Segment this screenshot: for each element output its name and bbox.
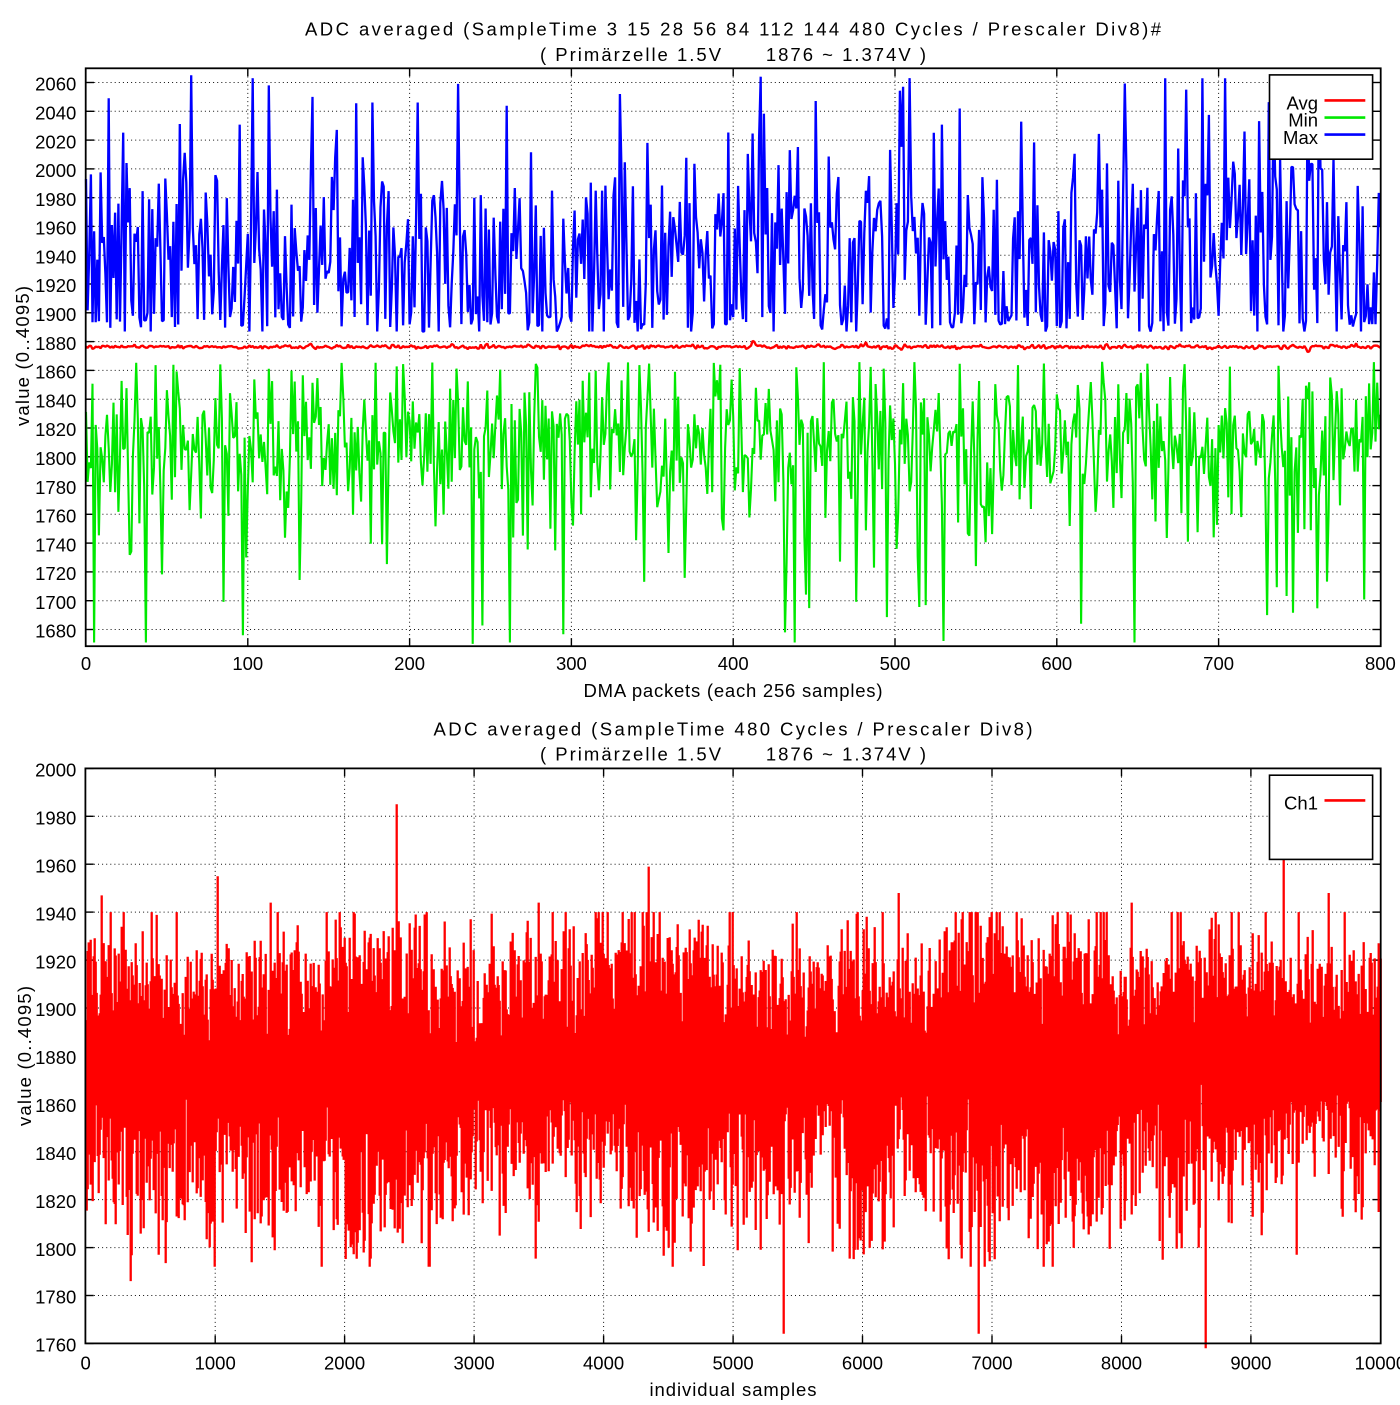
svg-text:1960: 1960 — [35, 218, 76, 239]
svg-text:300: 300 — [556, 653, 587, 674]
svg-text:600: 600 — [1041, 653, 1072, 674]
svg-text:DMA packets (each 256 samples): DMA packets (each 256 samples) — [584, 680, 883, 701]
svg-text:4000: 4000 — [583, 1352, 624, 1373]
svg-text:1920: 1920 — [35, 951, 76, 972]
svg-text:2000: 2000 — [35, 760, 76, 781]
svg-text:1980: 1980 — [35, 808, 76, 829]
svg-text:( Primärzelle 1.5V 1876 ~: ( Primärzelle 1.5V 1876 ~ 1.374V ) — [540, 744, 926, 765]
svg-text:0: 0 — [81, 1352, 91, 1373]
svg-text:1840: 1840 — [35, 390, 76, 411]
svg-text:2000: 2000 — [324, 1352, 365, 1373]
svg-text:1740: 1740 — [35, 534, 76, 555]
svg-text:8000: 8000 — [1101, 1352, 1142, 1373]
svg-text:1000: 1000 — [195, 1352, 236, 1373]
svg-text:2000: 2000 — [35, 160, 76, 181]
svg-text:1700: 1700 — [35, 592, 76, 613]
svg-text:1860: 1860 — [35, 1095, 76, 1116]
svg-text:1760: 1760 — [35, 506, 76, 527]
svg-text:800: 800 — [1365, 653, 1396, 674]
svg-text:5000: 5000 — [713, 1352, 754, 1373]
svg-text:( Primärzelle 1.5V 1876 ~: ( Primärzelle 1.5V 1876 ~ 1.374V ) — [540, 44, 926, 65]
svg-text:1900: 1900 — [35, 999, 76, 1020]
svg-text:Max: Max — [1283, 127, 1319, 148]
svg-text:value (0..4095): value (0..4095) — [12, 286, 33, 426]
svg-text:1800: 1800 — [35, 1239, 76, 1260]
svg-text:1920: 1920 — [35, 275, 76, 296]
svg-text:Avg: Avg — [1286, 92, 1318, 113]
svg-text:6000: 6000 — [842, 1352, 883, 1373]
svg-text:Ch1: Ch1 — [1284, 793, 1318, 814]
svg-text:1760: 1760 — [35, 1335, 76, 1356]
svg-text:500: 500 — [880, 653, 911, 674]
svg-text:1680: 1680 — [35, 621, 76, 642]
svg-text:1840: 1840 — [35, 1143, 76, 1164]
svg-text:1960: 1960 — [35, 855, 76, 876]
svg-text:ADC averaged (SampleTime 3 15: ADC averaged (SampleTime 3 15 28 56 84 1… — [305, 19, 1162, 40]
svg-text:0: 0 — [81, 653, 91, 674]
svg-text:7000: 7000 — [971, 1352, 1012, 1373]
svg-text:1720: 1720 — [35, 563, 76, 584]
svg-text:1780: 1780 — [35, 1287, 76, 1308]
svg-text:2060: 2060 — [35, 74, 76, 95]
svg-text:100: 100 — [232, 653, 263, 674]
svg-text:1940: 1940 — [35, 903, 76, 924]
svg-text:400: 400 — [718, 653, 749, 674]
svg-text:2020: 2020 — [35, 131, 76, 152]
svg-text:1860: 1860 — [35, 362, 76, 383]
svg-text:individual samples: individual samples — [650, 1379, 817, 1400]
svg-text:9000: 9000 — [1230, 1352, 1271, 1373]
svg-text:10000: 10000 — [1355, 1352, 1400, 1373]
svg-text:200: 200 — [394, 653, 425, 674]
svg-text:1980: 1980 — [35, 189, 76, 210]
svg-text:3000: 3000 — [454, 1352, 495, 1373]
svg-text:value (0..4095): value (0..4095) — [14, 986, 35, 1126]
svg-text:1880: 1880 — [35, 333, 76, 354]
svg-text:1820: 1820 — [35, 419, 76, 440]
svg-text:1800: 1800 — [35, 448, 76, 469]
svg-text:1780: 1780 — [35, 477, 76, 498]
svg-text:2040: 2040 — [35, 103, 76, 124]
svg-text:1940: 1940 — [35, 246, 76, 267]
svg-text:Min: Min — [1288, 110, 1318, 131]
svg-text:1880: 1880 — [35, 1047, 76, 1068]
svg-text:1820: 1820 — [35, 1191, 76, 1212]
svg-text:700: 700 — [1203, 653, 1234, 674]
svg-text:1900: 1900 — [35, 304, 76, 325]
